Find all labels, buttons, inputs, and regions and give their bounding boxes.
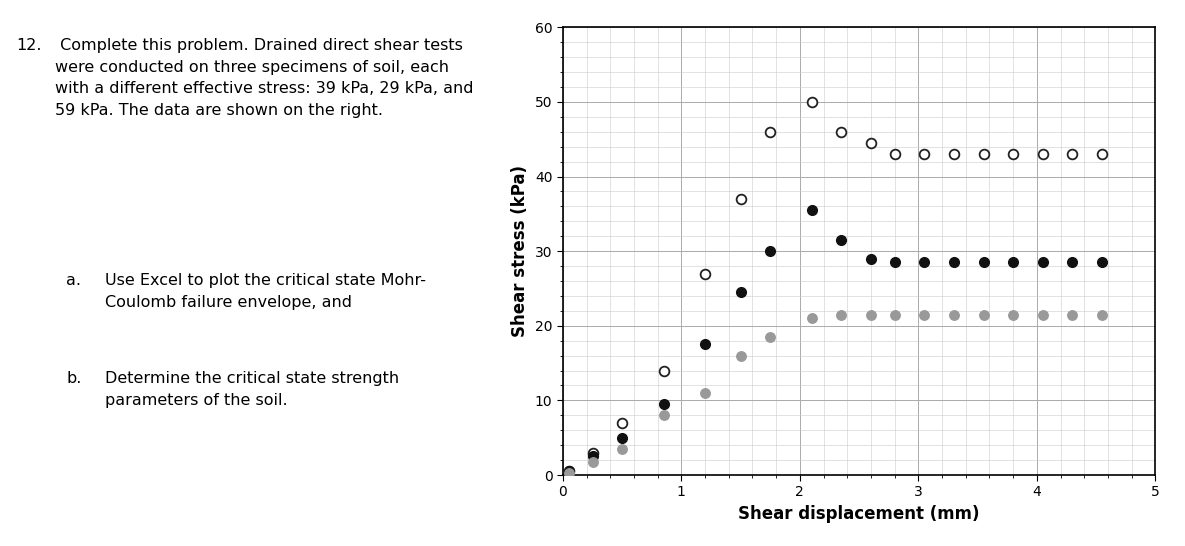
Text: Use Excel to plot the critical state Mohr-
Coulomb failure envelope, and: Use Excel to plot the critical state Moh… [104,273,425,310]
Text: b.: b. [66,371,82,386]
X-axis label: Shear displacement (mm): Shear displacement (mm) [738,505,980,523]
Text: Determine the critical state strength
parameters of the soil.: Determine the critical state strength pa… [104,371,399,408]
Text: a.: a. [66,273,81,288]
Text: Complete this problem. Drained direct shear tests
were conducted on three specim: Complete this problem. Drained direct sh… [55,38,474,118]
Text: 12.: 12. [17,38,41,53]
Y-axis label: Shear stress (kPa): Shear stress (kPa) [511,165,530,337]
